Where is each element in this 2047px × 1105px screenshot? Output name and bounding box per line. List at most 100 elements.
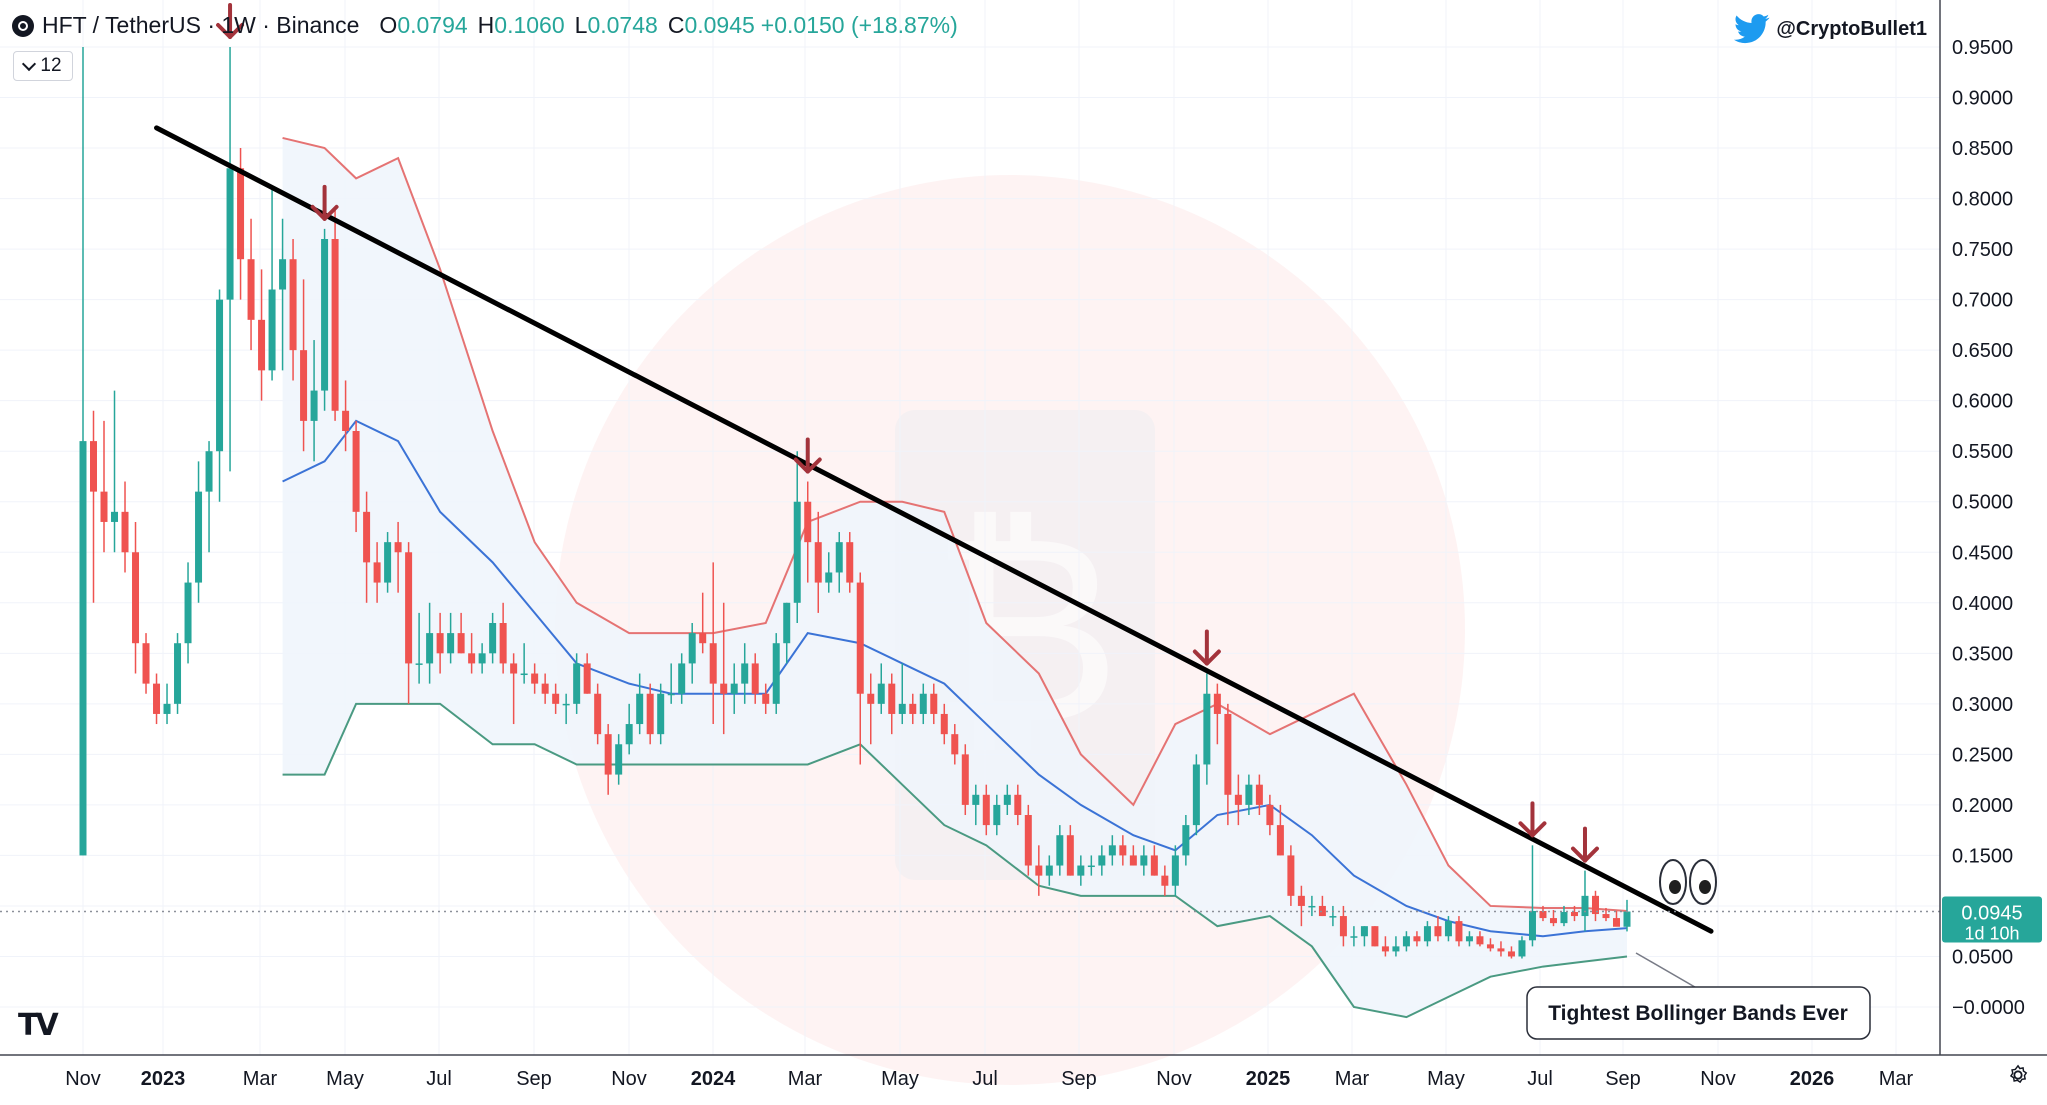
open-value: 0.0794 [397,12,468,38]
candle-body [1539,911,1547,919]
time-tick-label: Sep [1605,1068,1641,1090]
down-arrow-icon [1192,629,1221,666]
candle-body [888,683,896,714]
time-tick-label: Nov [65,1068,101,1090]
candle-body [457,633,465,654]
arrow-head [793,457,822,474]
band-fill [282,137,1627,1018]
price-tick-label: 0.8500 [1952,138,2013,160]
candle-body [321,239,329,391]
candle-body [1591,895,1599,915]
time-tick-label: Mar [788,1068,823,1090]
candle-body [1602,914,1610,919]
settings-gear-icon[interactable] [2007,1064,2029,1086]
candle-body [940,713,948,735]
candle-body [1161,875,1169,886]
candle-body [1245,784,1253,805]
close-value: 0.0945 [684,12,755,38]
candle-body [751,663,759,694]
candle-body [804,501,812,543]
candle-body [1297,895,1305,906]
candle-body [216,299,224,452]
candle-body [972,794,980,805]
candle-body [258,319,266,371]
candle-body [919,693,927,714]
candle-body [1392,946,1400,952]
candle-body [783,602,791,644]
candle-body [111,511,119,522]
price-tick-label: 0.7000 [1952,290,2013,312]
symbol-title[interactable]: HFT / TetherUS · 1W · Binance [42,12,360,38]
candle-body [121,511,129,553]
callout-annotation[interactable]: Tightest Bollinger Bands Ever [1526,859,1871,1040]
low-value: 0.0748 [587,12,658,38]
candle-body [1518,940,1526,957]
candle-body [1549,918,1557,924]
candle-body [468,653,476,664]
candle-body [184,582,192,644]
price-tick-label: 0.1500 [1952,845,2013,867]
candle-body [1035,865,1043,876]
price-tick-label: 0.7500 [1952,239,2013,261]
candle-body [1360,926,1368,937]
time-tick-label: Sep [1061,1068,1097,1090]
trendline-layer[interactable] [154,125,1714,934]
candle-body [1581,895,1589,917]
chevron-down-icon [22,56,37,71]
down-arrow-icon [216,3,245,39]
candle-body [363,511,371,563]
price-tag-value: 0.0945 [1961,903,2022,925]
candle-body [174,643,182,704]
time-tick-label: 2025 [1246,1068,1291,1090]
candle-body [909,703,917,714]
candle-body [331,239,339,411]
indicator-count-toggle[interactable]: 12 [13,51,73,81]
candle-body [1339,916,1347,937]
candle-body [405,552,413,664]
down-arrow-icon [1518,801,1547,838]
change-value: +0.0150 (+18.87%) [760,12,958,38]
price-tick-label: 0.2000 [1952,795,2013,817]
candle-body [1444,921,1452,937]
down-arrow-icon [310,184,339,221]
callout-text: Tightest Bollinger Bands Ever [1548,1002,1848,1025]
candle-body [1171,855,1179,886]
eyes-emoji-icon [1659,859,1717,905]
candle-body [279,259,287,290]
axes[interactable] [0,0,2047,1056]
price-tag-bg [1942,896,2042,943]
candle-body [1623,911,1631,927]
tradingview-logo-icon[interactable]: TV [18,1008,59,1043]
descending-trendline[interactable] [154,125,1714,934]
basis-line [282,419,1628,938]
candle-body [1056,835,1064,866]
candle-body [1570,912,1578,917]
candle-body [1329,916,1337,918]
high-label: H [477,12,495,38]
candle-body [1507,951,1515,957]
candle-body [1276,825,1284,856]
candle-body [657,693,665,735]
bollinger-bands [282,136,1628,1019]
candle-body [1266,804,1274,826]
candle-body [373,562,381,583]
candle-body [268,289,276,371]
arrow-head [1192,649,1221,666]
candle-body [741,663,749,684]
candle-body [237,168,245,260]
candle-body [310,390,318,421]
candlestick-series [79,47,1631,959]
candle-body [1413,936,1421,942]
candle-body [342,410,350,431]
time-tick-label: Nov [611,1068,647,1090]
candle-body [1003,794,1011,805]
twitter-bird-icon [1734,14,1770,44]
arrow-head [1570,846,1599,863]
candle-body [520,673,528,676]
candle-body [993,804,1001,826]
time-tick-label: Jul [972,1068,998,1090]
candle-body [205,451,213,492]
candle-body [552,693,560,704]
